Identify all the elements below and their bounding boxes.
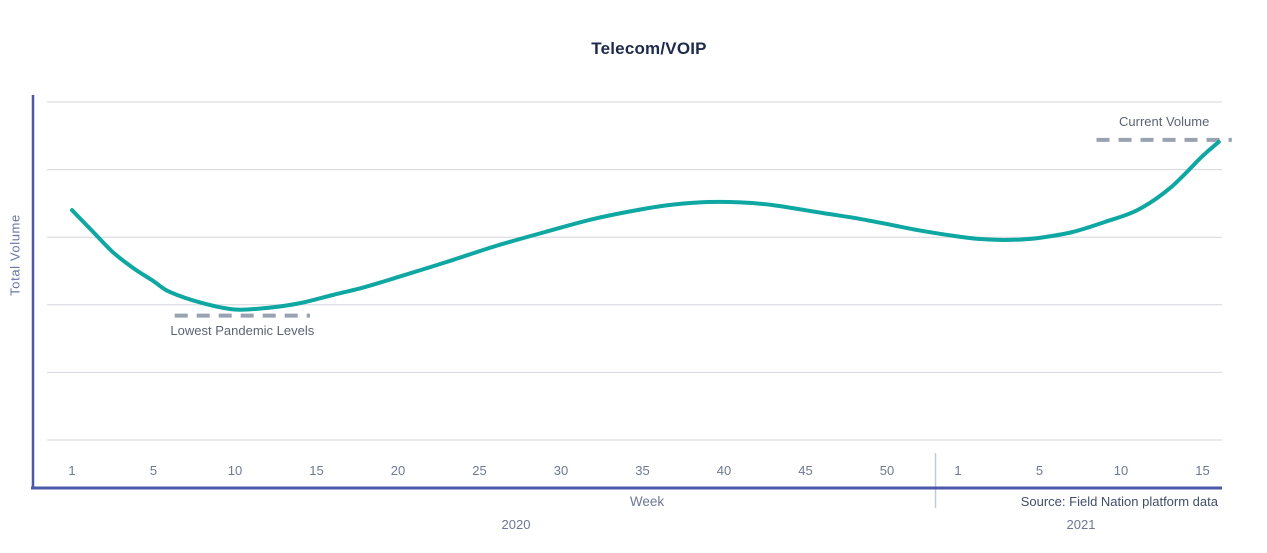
x-tick-label: 20 [390, 463, 406, 478]
x-tick-label: 10 [1113, 463, 1129, 478]
x-tick-label: 15 [1195, 463, 1210, 478]
x-tick-label: 15 [309, 463, 324, 478]
x-tick-label: 50 [879, 463, 895, 478]
chart-title: Telecom/VOIP [591, 39, 707, 58]
x-tick-label: 25 [472, 463, 487, 478]
x-tick-label: 1 [954, 463, 962, 478]
annotation-label: Current Volume [1119, 113, 1210, 129]
x-tick-label: 1 [68, 463, 76, 478]
x-tick-label: 40 [716, 463, 732, 478]
x-tick-label: 45 [798, 463, 813, 478]
year-label: 2020 [501, 517, 531, 532]
x-tick-label: 30 [553, 463, 569, 478]
volume-curve [70, 139, 1221, 312]
x-tick-label: 10 [227, 463, 243, 478]
x-tick-label: 5 [1035, 463, 1044, 478]
year-label: 2021 [1066, 517, 1096, 532]
x-tick-label: 5 [149, 463, 158, 478]
annotation-label: Lowest Pandemic Levels [170, 322, 315, 338]
x-axis-title: Week [629, 494, 665, 509]
source-note: Source: Field Nation platform data [1020, 494, 1218, 509]
x-tick-label: 35 [635, 463, 650, 478]
